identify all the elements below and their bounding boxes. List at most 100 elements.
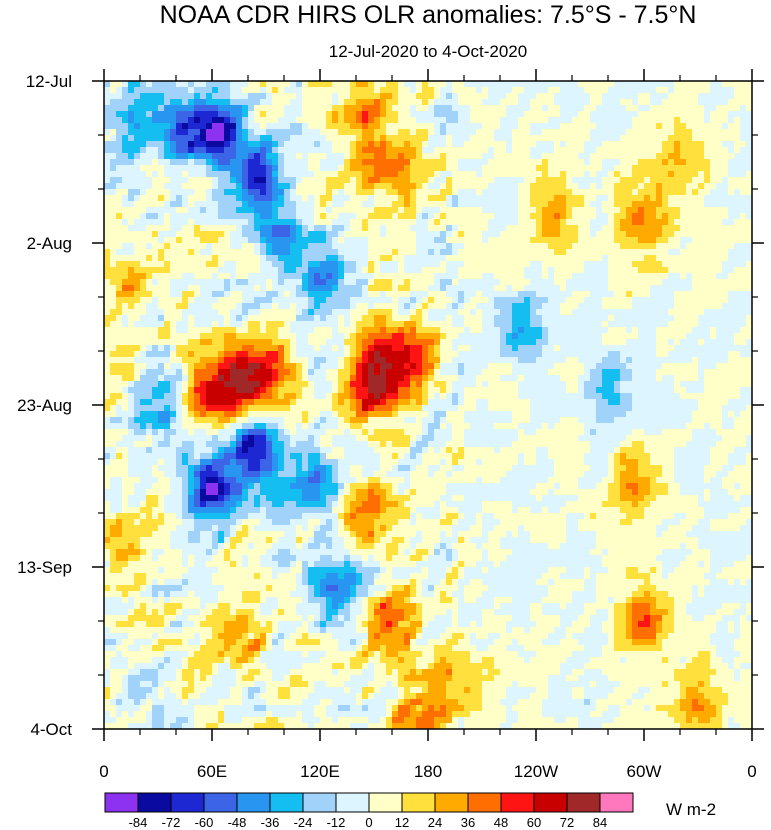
anomaly-cell xyxy=(596,105,603,112)
anomaly-cell xyxy=(722,147,729,154)
anomaly-cell xyxy=(368,297,375,304)
anomaly-cell xyxy=(206,129,213,136)
anomaly-cell xyxy=(692,267,699,274)
anomaly-cell xyxy=(680,129,687,136)
anomaly-cell xyxy=(260,273,267,280)
anomaly-cell xyxy=(284,165,291,172)
anomaly-cell xyxy=(242,327,249,334)
anomaly-cell xyxy=(350,195,357,202)
anomaly-cell xyxy=(296,183,303,190)
anomaly-cell xyxy=(716,243,723,250)
anomaly-cell xyxy=(608,345,615,352)
anomaly-cell xyxy=(578,129,585,136)
anomaly-cell xyxy=(734,195,741,202)
anomaly-cell xyxy=(206,111,213,118)
anomaly-cell xyxy=(476,333,483,340)
anomaly-cell xyxy=(218,93,225,100)
anomaly-cell xyxy=(362,225,369,232)
anomaly-cell xyxy=(212,303,219,310)
anomaly-cell xyxy=(428,123,435,130)
anomaly-cell xyxy=(200,213,207,220)
anomaly-cell xyxy=(344,159,351,166)
anomaly-cell xyxy=(650,255,657,262)
anomaly-cell xyxy=(650,249,657,256)
anomaly-cell xyxy=(674,219,681,226)
anomaly-cell xyxy=(266,105,273,112)
anomaly-cell xyxy=(374,147,381,154)
anomaly-cell xyxy=(362,261,369,268)
anomaly-cell xyxy=(290,225,297,232)
anomaly-cell xyxy=(158,117,165,124)
anomaly-cell xyxy=(644,219,651,226)
anomaly-cell xyxy=(182,171,189,178)
anomaly-cell xyxy=(422,171,429,178)
anomaly-cell xyxy=(566,309,573,316)
anomaly-cell xyxy=(506,135,513,142)
anomaly-cell xyxy=(290,213,297,220)
anomaly-cell xyxy=(656,153,663,160)
anomaly-cell xyxy=(404,111,411,118)
anomaly-cell xyxy=(374,111,381,118)
anomaly-cell xyxy=(536,315,543,322)
anomaly-cell xyxy=(194,279,201,286)
anomaly-cell xyxy=(260,297,267,304)
anomaly-cell xyxy=(692,315,699,322)
anomaly-cell xyxy=(548,171,555,178)
anomaly-cell xyxy=(446,111,453,118)
anomaly-cell xyxy=(182,309,189,316)
anomaly-cell xyxy=(212,333,219,340)
anomaly-cell xyxy=(560,171,567,178)
anomaly-cell xyxy=(602,147,609,154)
anomaly-cell xyxy=(152,189,159,196)
anomaly-cell xyxy=(290,81,297,88)
anomaly-cell xyxy=(320,225,327,232)
anomaly-cell xyxy=(194,207,201,214)
anomaly-cell xyxy=(224,327,231,334)
anomaly-cell xyxy=(362,351,369,358)
anomaly-cell xyxy=(218,255,225,262)
anomaly-cell xyxy=(122,237,129,244)
anomaly-cell xyxy=(404,117,411,124)
anomaly-cell xyxy=(410,273,417,280)
anomaly-cell xyxy=(242,105,249,112)
anomaly-cell xyxy=(410,285,417,292)
anomaly-cell xyxy=(212,249,219,256)
anomaly-cell xyxy=(656,261,663,268)
anomaly-cell xyxy=(722,273,729,280)
anomaly-cell xyxy=(746,153,753,160)
anomaly-cell xyxy=(512,87,519,94)
anomaly-cell xyxy=(638,255,645,262)
anomaly-cell xyxy=(686,93,693,100)
anomaly-cell xyxy=(596,249,603,256)
anomaly-cell xyxy=(176,291,183,298)
anomaly-cell xyxy=(500,267,507,274)
anomaly-cell xyxy=(374,201,381,208)
anomaly-cell xyxy=(560,141,567,148)
anomaly-cell xyxy=(416,81,423,88)
anomaly-cell xyxy=(344,111,351,118)
anomaly-cell xyxy=(584,171,591,178)
anomaly-cell xyxy=(566,147,573,154)
anomaly-cell xyxy=(332,297,339,304)
anomaly-cell xyxy=(578,123,585,130)
anomaly-cell xyxy=(146,357,153,364)
anomaly-cell xyxy=(242,123,249,130)
anomaly-cell xyxy=(182,111,189,118)
anomaly-cell xyxy=(404,243,411,250)
anomaly-cell xyxy=(578,303,585,310)
anomaly-cell xyxy=(620,159,627,166)
anomaly-cell xyxy=(638,183,645,190)
anomaly-cell xyxy=(458,225,465,232)
anomaly-cell xyxy=(248,189,255,196)
anomaly-cell xyxy=(164,171,171,178)
anomaly-cell xyxy=(278,195,285,202)
anomaly-cell xyxy=(380,141,387,148)
anomaly-cell xyxy=(362,147,369,154)
anomaly-cell xyxy=(356,207,363,214)
anomaly-cell xyxy=(740,201,747,208)
anomaly-cell xyxy=(608,249,615,256)
anomaly-cell xyxy=(728,303,735,310)
anomaly-cell xyxy=(656,171,663,178)
anomaly-cell xyxy=(722,207,729,214)
anomaly-cell xyxy=(680,201,687,208)
